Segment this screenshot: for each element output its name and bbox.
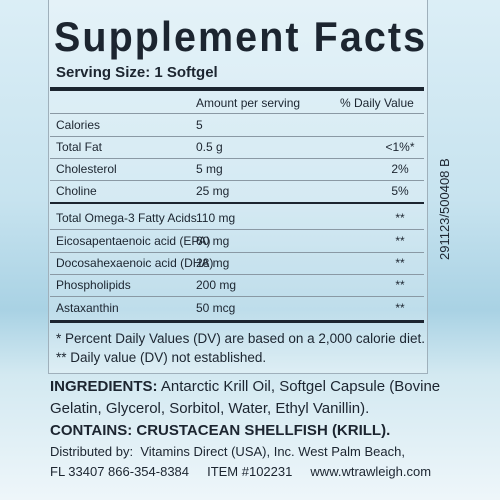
nutrient-amount: 200 mg — [196, 278, 237, 292]
nutrient-daily-value: ** — [395, 211, 405, 225]
rule — [50, 113, 424, 114]
distributor: FL 33407 866-354-8384 ITEM #102231 www.w… — [50, 464, 432, 479]
nutrient-daily-value: ** — [395, 278, 405, 292]
nutrient-amount: 60 mg — [196, 234, 230, 248]
nutrient-amount: 25 mg — [196, 184, 230, 198]
header-daily-value: % Daily Value — [340, 96, 414, 110]
nutrient-name: Total Fat — [56, 140, 103, 154]
nutrient-daily-value: ** — [395, 301, 405, 315]
rule — [50, 296, 424, 297]
nutrient-amount: 5 — [196, 118, 203, 132]
header-amount: Amount per serving — [196, 96, 301, 110]
distributor: Distributed by: Vitamins Direct (USA), I… — [50, 444, 405, 459]
ingredients-label: INGREDIENTS: — [50, 378, 158, 395]
nutrient-name: Choline — [56, 184, 97, 198]
nutrient-name: Total Omega-3 Fatty Acids — [56, 211, 197, 225]
nutrient-daily-value: <1%* — [385, 140, 415, 154]
serving-size: Serving Size: 1 Softgel — [56, 64, 218, 81]
nutrient-name: Phospholipids — [56, 278, 131, 292]
thick-rule — [50, 320, 424, 323]
nutrient-amount: 28 mg — [196, 256, 230, 270]
lot-code: 291123/500408 B — [437, 158, 452, 260]
footnote: ** Daily value (DV) not established. — [56, 350, 267, 365]
ingredients-text: Gelatin, Glycerol, Sorbitol, Water, Ethy… — [50, 400, 370, 417]
nutrient-daily-value: ** — [395, 256, 405, 270]
nutrient-name: Calories — [56, 118, 101, 132]
ingredients: INGREDIENTS: Antarctic Krill Oil, Softge… — [50, 378, 440, 395]
footnote: * Percent Daily Values (DV) are based on… — [56, 331, 425, 346]
nutrient-amount: 5 mg — [196, 162, 223, 176]
nutrient-name: Cholesterol — [56, 162, 117, 176]
nutrient-name: Astaxanthin — [56, 301, 119, 315]
rule — [50, 158, 424, 159]
nutrient-daily-value: 5% — [391, 184, 409, 198]
allergen: CONTAINS: CRUSTACEAN SHELLFISH (KRILL). — [50, 422, 391, 439]
nutrient-daily-value: ** — [395, 234, 405, 248]
nutrient-amount: 0.5 g — [196, 140, 223, 154]
nutrient-amount: 50 mcg — [196, 301, 236, 315]
rule — [50, 136, 424, 137]
thick-rule — [50, 87, 424, 91]
rule — [50, 274, 424, 275]
rule — [50, 180, 424, 181]
nutrient-name: Eicosapentaenoic acid (EPA) — [56, 234, 211, 248]
nutrient-amount: 110 mg — [196, 211, 236, 225]
label-box — [48, 0, 428, 374]
nutrient-name: Docosahexaenoic acid (DHA) — [56, 256, 214, 270]
rule — [50, 229, 424, 230]
title: Supplement Facts — [54, 13, 428, 60]
ingredients-text: Antarctic Krill Oil, Softgel Capsule (Bo… — [157, 378, 441, 395]
nutrient-daily-value: 2% — [391, 162, 409, 176]
rule — [50, 252, 424, 253]
medium-rule — [50, 202, 424, 204]
